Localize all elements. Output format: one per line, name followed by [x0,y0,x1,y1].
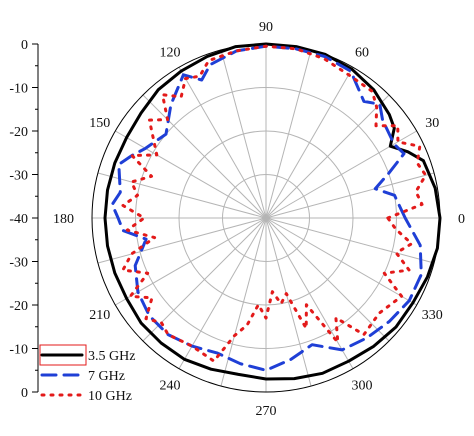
radial-tick-label: -30 [9,256,28,271]
grid-spoke [265,67,354,219]
series-line-1 [110,44,423,372]
radial-tick-label: 0 [21,386,28,401]
grid-spoke [115,217,267,306]
angle-label-300: 300 [352,378,373,393]
series-group [103,42,442,381]
angle-label-60: 60 [355,46,369,61]
radial-tick-label: -10 [9,82,28,97]
grid-spoke [142,94,267,219]
grid-spoke [265,49,312,219]
radial-tick-label: -20 [9,299,28,314]
grid-spoke [220,217,267,387]
legend-highlight-box [39,344,87,366]
angle-label-240: 240 [160,378,181,393]
grid-spoke [97,172,267,219]
radial-tick-label: 0 [21,38,28,53]
angle-label-0: 0 [458,212,465,227]
angle-label-30: 30 [425,116,439,131]
radial-tick-label: -20 [9,125,28,140]
grid-spoke [265,217,354,369]
grid-spoke [265,94,390,219]
grid-spoke [265,217,390,342]
grid-spoke [220,49,267,219]
grid-spoke [265,217,312,387]
grid-spoke [178,217,267,369]
radial-axis: 0 -10 -20 -30 -40 -30 -20 -10 0 [9,38,39,401]
angle-label-210: 210 [89,308,110,323]
grid-spoke [265,172,435,219]
grid-spoke [178,67,267,219]
radial-tick-label: -10 [9,343,28,358]
series-line-0 [103,42,442,381]
grid-spoke [265,130,417,219]
grid-spoke [97,217,267,264]
angle-label-330: 330 [422,308,443,323]
legend: 3.5 GHz 7 GHz 10 GHz [39,344,135,404]
radial-tick-label: -40 [9,212,28,227]
angle-label-90: 90 [259,20,273,35]
legend-label-2: 10 GHz [88,389,132,404]
grid-spoke [115,130,267,219]
legend-label-0: 3.5 GHz [88,349,135,364]
angle-labels: 0 30 60 90 120 150 180 210 240 270 300 330 [53,20,465,419]
radial-tick-label: -30 [9,169,28,184]
grid-spoke [265,217,435,264]
legend-label-1: 7 GHz [88,369,125,384]
angle-label-120: 120 [160,46,181,61]
angle-label-150: 150 [89,116,110,131]
grid-spoke [142,217,267,342]
grid-spoke [265,217,417,306]
angle-label-180: 180 [53,212,74,227]
angle-label-270: 270 [256,404,277,419]
